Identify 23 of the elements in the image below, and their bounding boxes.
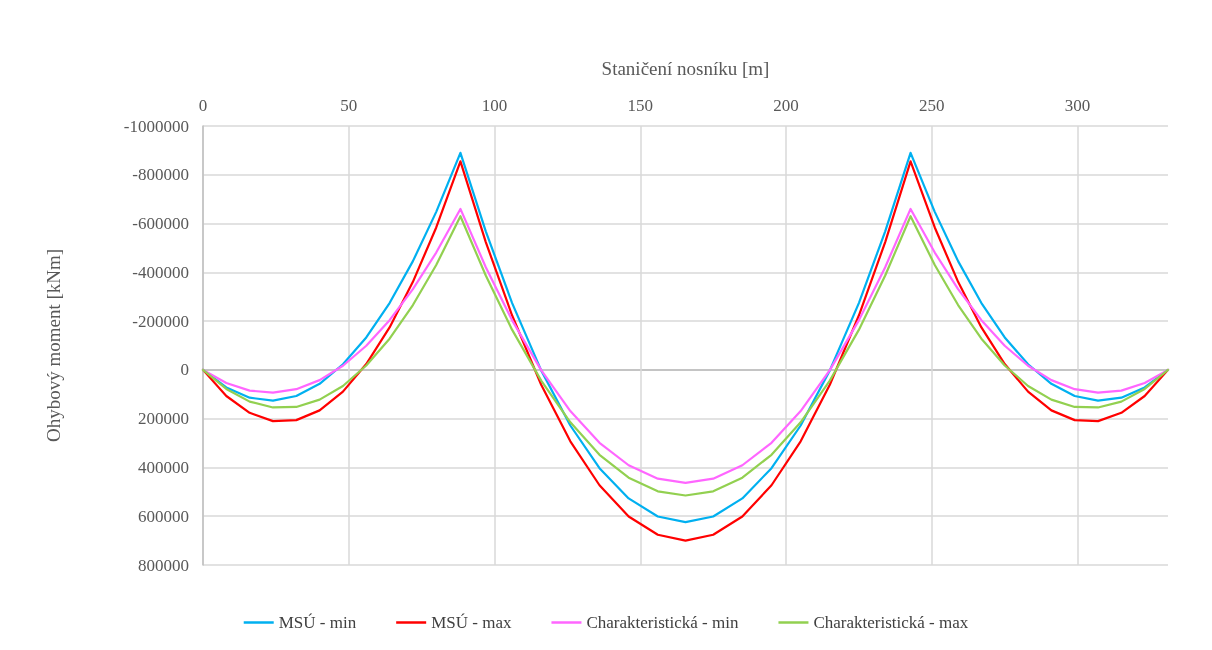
y-tick-label: -1000000 xyxy=(123,116,189,136)
x-tick-label: 100 xyxy=(481,96,508,115)
y-axis-title: Ohybový moment [kNm] xyxy=(43,248,64,443)
y-tick-label: 200000 xyxy=(138,409,189,429)
y-tick-label: -800000 xyxy=(132,165,189,185)
y-tick-label: -600000 xyxy=(132,214,189,234)
y-tick-label: -200000 xyxy=(132,311,189,331)
legend-label: Charakteristická - max xyxy=(813,613,969,632)
x-tick-label: 250 xyxy=(919,96,945,115)
y-tick-label: 600000 xyxy=(138,506,189,526)
x-tick-label: 0 xyxy=(198,96,208,115)
x-tick-label: 150 xyxy=(627,96,654,115)
y-tick-label: 800000 xyxy=(138,555,189,575)
legend-label: MSÚ - max xyxy=(431,613,512,632)
y-tick-label: -400000 xyxy=(132,262,189,282)
x-tick-label: 200 xyxy=(773,96,799,115)
legend-label: MSÚ - min xyxy=(278,613,357,632)
x-axis-title: Staničení nosníku [m] xyxy=(601,58,770,79)
legend-label: Charakteristická - min xyxy=(586,613,739,632)
x-tick-label: 50 xyxy=(340,96,358,115)
y-tick-label: 400000 xyxy=(138,457,189,477)
y-tick-label: 0 xyxy=(180,360,189,380)
x-tick-label: 300 xyxy=(1064,96,1091,115)
